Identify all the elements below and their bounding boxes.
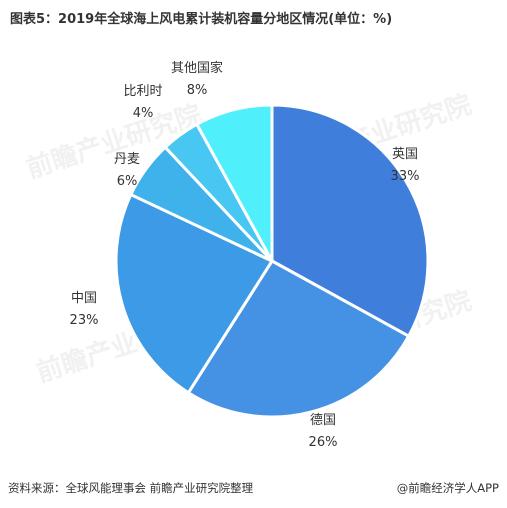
slice-value-label: 8% [187,83,208,98]
slice-category-label: 比利时 [123,84,162,99]
pie-slice [270,103,430,338]
source-note: 资料来源：全球风能理事会 前瞻产业研究院整理 [8,481,254,495]
chart-title: 图表5：2019年全球海上风电累计装机容量分地区情况(单位：%) [10,12,393,27]
pie-slice [195,103,274,263]
pie-slices [114,103,430,419]
slice-category-label: 其他国家 [171,60,223,76]
footer: 资料来源：全球风能理事会 前瞻产业研究院整理 @前瞻经济学人APP [8,480,499,498]
slice-category-label: 德国 [310,413,336,428]
pie-labels: 英国 33% 德国 26% 中国 23% 丹麦 6% 比利时 4% 其他国家 8% [70,60,420,450]
slice-category-label: 丹麦 [114,152,140,167]
brand-credit: @前瞻经济学人APP [396,481,499,495]
slice-value-label: 4% [133,106,154,121]
pie-slice [186,259,411,419]
slice-value-label: 33% [391,169,420,184]
slice-category-label: 英国 [392,147,418,162]
slice-category-label: 中国 [71,291,97,306]
slice-value-label: 26% [309,435,338,450]
slice-value-label: 6% [117,174,138,189]
slice-value-label: 23% [70,313,99,328]
